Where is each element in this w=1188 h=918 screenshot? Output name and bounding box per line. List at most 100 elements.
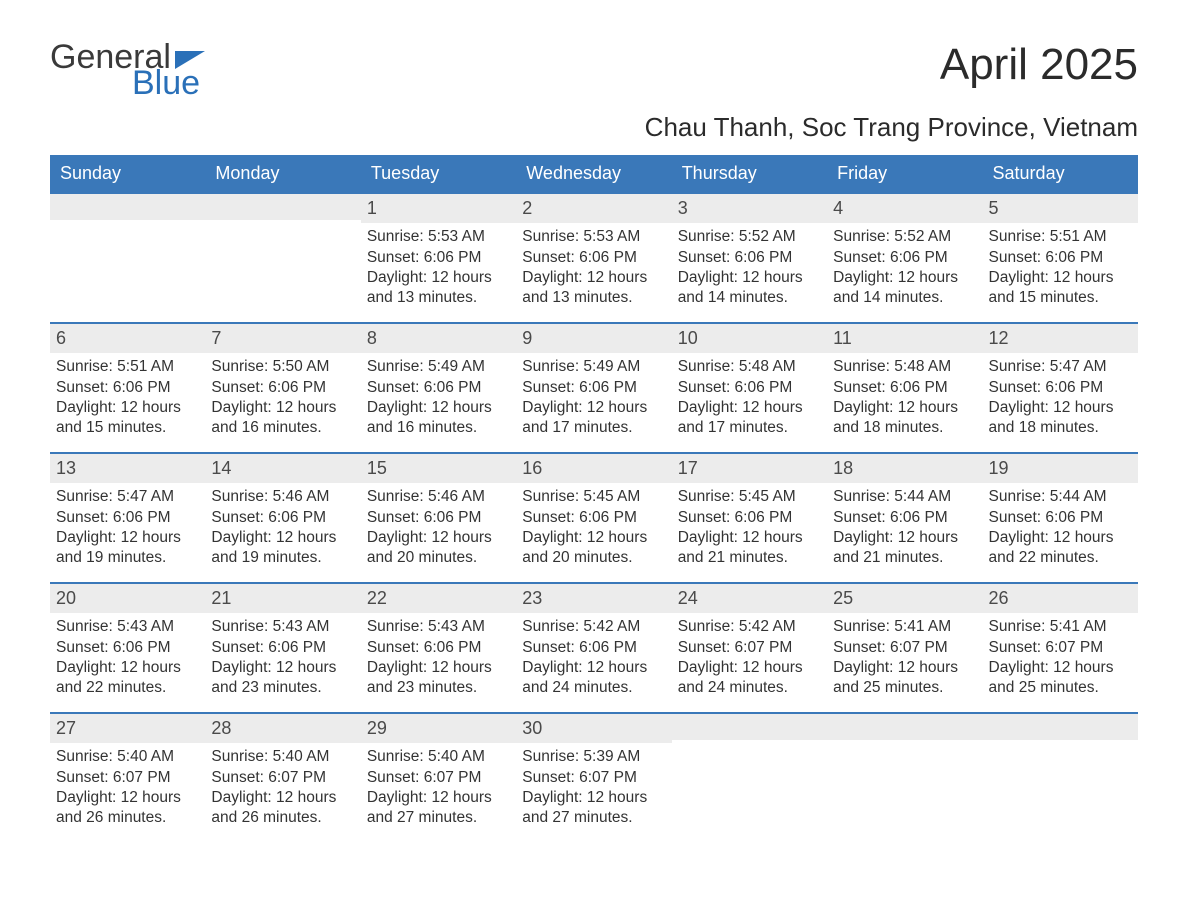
calendar-day [827, 714, 982, 842]
dow-wednesday: Wednesday [516, 155, 671, 192]
day-number: 13 [50, 454, 205, 483]
day-info-line: Sunset: 6:07 PM [989, 638, 1132, 658]
day-info-line: and 20 minutes. [522, 548, 665, 568]
calendar-day: 22Sunrise: 5:43 AMSunset: 6:06 PMDayligh… [361, 584, 516, 712]
dow-monday: Monday [205, 155, 360, 192]
day-info-line: and 21 minutes. [678, 548, 821, 568]
day-info-line: and 21 minutes. [833, 548, 976, 568]
day-info-line: Sunrise: 5:47 AM [56, 487, 199, 507]
day-number: 24 [672, 584, 827, 613]
day-info-line: Sunrise: 5:40 AM [211, 747, 354, 767]
day-info-line: and 17 minutes. [522, 418, 665, 438]
day-info-line: Daylight: 12 hours [833, 528, 976, 548]
day-number: 17 [672, 454, 827, 483]
day-info-line: and 26 minutes. [211, 808, 354, 828]
day-info-line: Sunset: 6:07 PM [56, 768, 199, 788]
day-info-line: Sunrise: 5:40 AM [56, 747, 199, 767]
day-info-line: Sunrise: 5:52 AM [833, 227, 976, 247]
day-info-line: and 18 minutes. [989, 418, 1132, 438]
calendar-day [205, 194, 360, 322]
day-info-line: Sunset: 6:06 PM [678, 508, 821, 528]
dow-sunday: Sunday [50, 155, 205, 192]
day-info-line: Daylight: 12 hours [522, 528, 665, 548]
calendar-day: 2Sunrise: 5:53 AMSunset: 6:06 PMDaylight… [516, 194, 671, 322]
day-info-line: Sunrise: 5:49 AM [522, 357, 665, 377]
day-info-line: Sunset: 6:06 PM [678, 248, 821, 268]
day-number: 14 [205, 454, 360, 483]
day-info-line: and 15 minutes. [56, 418, 199, 438]
day-info-line: and 17 minutes. [678, 418, 821, 438]
day-info-line: Sunset: 6:06 PM [989, 508, 1132, 528]
day-info-line: Sunset: 6:06 PM [833, 248, 976, 268]
calendar-day: 25Sunrise: 5:41 AMSunset: 6:07 PMDayligh… [827, 584, 982, 712]
day-number: 20 [50, 584, 205, 613]
logo: General Blue [50, 40, 205, 100]
day-info-line: and 16 minutes. [211, 418, 354, 438]
day-info-line: Daylight: 12 hours [678, 528, 821, 548]
calendar-week: 13Sunrise: 5:47 AMSunset: 6:06 PMDayligh… [50, 452, 1138, 582]
day-number: 26 [983, 584, 1138, 613]
day-info-line: Sunset: 6:06 PM [367, 638, 510, 658]
day-number: 4 [827, 194, 982, 223]
day-number [827, 714, 982, 740]
day-number: 29 [361, 714, 516, 743]
day-number [50, 194, 205, 220]
day-info-line: Sunset: 6:06 PM [833, 378, 976, 398]
day-info-line: Daylight: 12 hours [211, 788, 354, 808]
day-info-line: and 14 minutes. [678, 288, 821, 308]
page-title: April 2025 [940, 40, 1138, 90]
calendar-day [983, 714, 1138, 842]
day-number: 11 [827, 324, 982, 353]
day-info-line: and 13 minutes. [522, 288, 665, 308]
calendar-day: 24Sunrise: 5:42 AMSunset: 6:07 PMDayligh… [672, 584, 827, 712]
weeks-container: 1Sunrise: 5:53 AMSunset: 6:06 PMDaylight… [50, 192, 1138, 842]
calendar-day: 11Sunrise: 5:48 AMSunset: 6:06 PMDayligh… [827, 324, 982, 452]
day-number: 7 [205, 324, 360, 353]
day-info-line: Daylight: 12 hours [833, 268, 976, 288]
day-info-line: Sunrise: 5:43 AM [367, 617, 510, 637]
day-info-line: Sunset: 6:06 PM [522, 378, 665, 398]
day-number: 19 [983, 454, 1138, 483]
day-info-line: Daylight: 12 hours [833, 398, 976, 418]
day-info-line: Sunrise: 5:41 AM [989, 617, 1132, 637]
day-info-line: Daylight: 12 hours [522, 658, 665, 678]
day-info-line: Sunset: 6:06 PM [833, 508, 976, 528]
day-number: 18 [827, 454, 982, 483]
day-number: 6 [50, 324, 205, 353]
day-info-line: and 25 minutes. [989, 678, 1132, 698]
day-info-line: Daylight: 12 hours [989, 658, 1132, 678]
day-info-line: Sunset: 6:07 PM [367, 768, 510, 788]
day-number: 25 [827, 584, 982, 613]
day-info-line: and 14 minutes. [833, 288, 976, 308]
day-info-line: Daylight: 12 hours [833, 658, 976, 678]
day-info-line: Sunrise: 5:47 AM [989, 357, 1132, 377]
day-number: 5 [983, 194, 1138, 223]
day-info-line: Sunset: 6:06 PM [989, 248, 1132, 268]
dow-tuesday: Tuesday [361, 155, 516, 192]
calendar-day: 23Sunrise: 5:42 AMSunset: 6:06 PMDayligh… [516, 584, 671, 712]
day-info-line: and 27 minutes. [367, 808, 510, 828]
location-subtitle: Chau Thanh, Soc Trang Province, Vietnam [50, 112, 1138, 143]
day-info-line: and 19 minutes. [211, 548, 354, 568]
calendar-day: 29 Sunrise: 5:40 AMSunset: 6:07 PMDayligh… [361, 714, 516, 842]
day-info-line: Daylight: 12 hours [989, 268, 1132, 288]
day-info-line: Sunrise: 5:53 AM [522, 227, 665, 247]
day-info-line: Sunrise: 5:40 AM [367, 747, 510, 767]
day-info-line: Daylight: 12 hours [367, 528, 510, 548]
calendar-week: 20 Sunrise: 5:43 AMSunset: 6:06 PM Dayligh… [50, 582, 1138, 712]
calendar-day: 9Sunrise: 5:49 AMSunset: 6:06 PMDaylight… [516, 324, 671, 452]
day-info-line: Sunset: 6:06 PM [367, 508, 510, 528]
day-info-line: Daylight: 12 hours [367, 788, 510, 808]
day-number: 2 [516, 194, 671, 223]
day-info-line: Sunset: 6:06 PM [989, 378, 1132, 398]
day-info-line: and 26 minutes. [56, 808, 199, 828]
day-number [983, 714, 1138, 740]
day-number: 28 [205, 714, 360, 743]
day-info-line: and 20 minutes. [367, 548, 510, 568]
calendar-day: 8Sunrise: 5:49 AMSunset: 6:06 PMDaylight… [361, 324, 516, 452]
day-number: 30 [516, 714, 671, 743]
calendar-day: 16Sunrise: 5:45 AMSunset: 6:06 PMDayligh… [516, 454, 671, 582]
day-info-line: and 15 minutes. [989, 288, 1132, 308]
day-info-line: Sunrise: 5:45 AM [678, 487, 821, 507]
day-info-line: Daylight: 12 hours [56, 398, 199, 418]
